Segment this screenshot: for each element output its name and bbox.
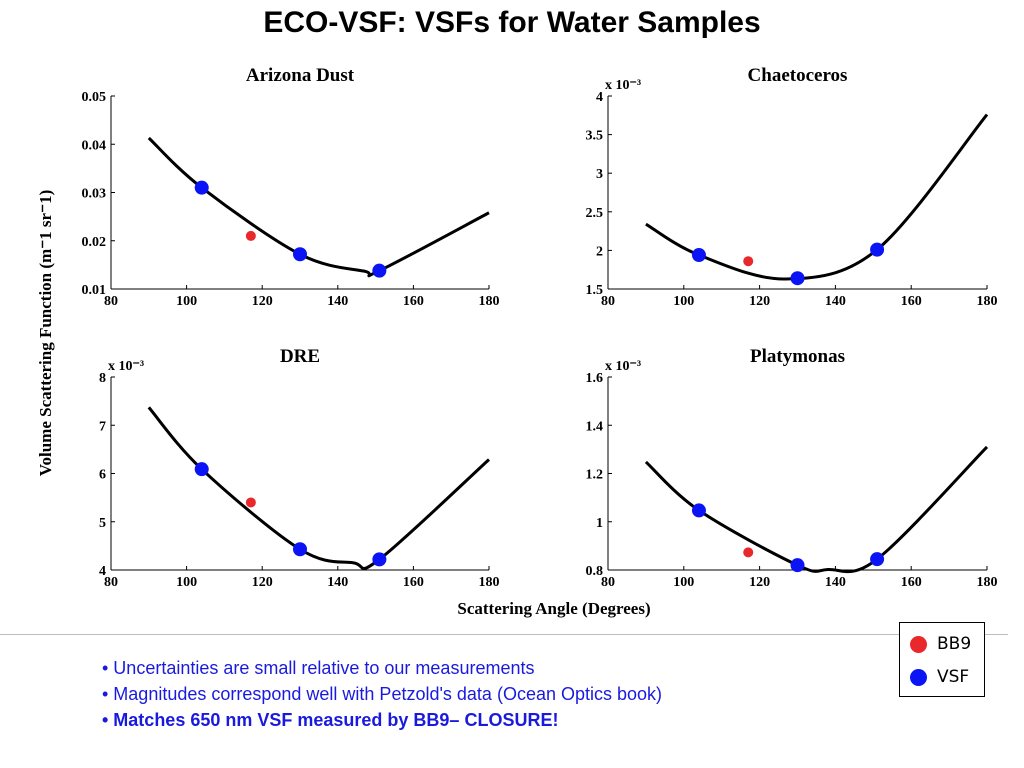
legend-label-vsf: VSF [937,667,970,687]
y-tick-label: 2.5 [586,206,604,221]
y-tick-label: 1.6 [586,371,604,386]
notes-list: • Uncertainties are small relative to ou… [102,655,662,733]
y-tick-label: 0.05 [82,90,107,105]
x-tick-label: 100 [673,294,694,309]
x-tick-label: 180 [479,575,500,590]
x-tick-label: 160 [901,575,922,590]
vsf-point [691,248,706,263]
panel-title: DRE [280,346,320,367]
x-tick-label: 100 [673,575,694,590]
x-tick-label: 100 [176,575,197,590]
axis-multiplier: x 10⁻³ [108,359,144,374]
x-tick-label: 80 [601,294,615,309]
x-axis-label: Scattering Angle (Degrees) [457,599,650,618]
chart-panel: Chaetoceros x 10⁻³ 80 100 120 140 160 180 1.5 2 2.… [586,65,998,309]
panel-title: Chaetoceros [748,65,848,86]
y-tick-label: 1 [596,516,603,531]
bb9-point [245,230,256,241]
bb9-point [743,256,754,267]
bb9-point [245,497,256,508]
chart-panel: Platymonas x 10⁻³ 80 100 120 140 160 180 0.8 1 1.2… [586,346,998,590]
vsf-point [372,263,387,278]
x-tick-label: 80 [601,575,615,590]
y-tick-label: 4 [596,90,603,105]
legend-label-bb9: BB9 [937,634,972,654]
y-tick-label: 1.2 [586,468,604,483]
legend-item-bb9: BB9 [910,632,971,656]
x-tick-label: 140 [327,575,348,590]
x-tick-label: 80 [104,294,118,309]
x-tick-label: 100 [176,294,197,309]
x-tick-label: 160 [901,294,922,309]
x-tick-label: 120 [252,575,273,590]
slide-title: ECO-VSF: VSFs for Water Samples [263,6,761,39]
x-tick-label: 180 [977,294,998,309]
legend: BB9 VSF [899,622,985,697]
vsf-point [194,180,209,195]
y-tick-label: 0.03 [82,187,107,202]
y-tick-label: 7 [99,419,106,434]
chart-panel: DRE x 10⁻³ 80 100 120 140 160 180 4 5 6 7 8 [99,346,500,590]
y-tick-label: 4 [99,564,106,579]
vsf-point [870,552,885,567]
y-axis-label: Volume Scattering Function (m⁻1 sr⁻1) [36,190,55,476]
vsf-point [870,242,885,257]
axis-multiplier: x 10⁻³ [605,78,641,93]
note-item: • Magnitudes correspond well with Petzol… [102,684,663,704]
x-tick-label: 80 [104,575,118,590]
x-tick-label: 140 [825,294,846,309]
axis-multiplier: x 10⁻³ [605,359,641,374]
panel-title: Platymonas [750,346,845,367]
x-tick-label: 160 [403,294,424,309]
vsf-point [293,247,307,262]
bb9-point [743,547,754,558]
fit-curve [147,406,491,570]
vsf-point [372,552,387,567]
x-tick-label: 180 [479,294,500,309]
vsf-point [790,558,805,573]
note-item-closure: • Matches 650 nm VSF measured by BB9– CL… [102,710,559,730]
vsf-marker-icon [910,668,927,686]
x-tick-label: 180 [977,575,998,590]
x-tick-label: 140 [825,575,846,590]
chart-panel: Arizona Dust 80 100 120 140 160 180 0.01 0.02 0.0… [82,65,500,309]
y-tick-label: 6 [99,468,106,483]
x-tick-label: 120 [749,575,770,590]
vsf-point [293,542,307,557]
fit-curve [147,136,490,278]
y-tick-label: 1.4 [586,419,604,434]
divider [0,634,1008,635]
y-tick-label: 3.5 [586,129,604,144]
x-tick-label: 120 [252,294,273,309]
y-tick-label: 1.5 [586,283,604,298]
panel-title: Arizona Dust [246,65,355,86]
vsf-point [691,503,706,518]
y-tick-label: 3 [596,167,603,182]
y-tick-label: 2 [596,244,603,259]
y-tick-label: 0.04 [82,138,107,153]
y-tick-label: 0.02 [82,235,107,250]
y-tick-label: 0.8 [586,564,604,579]
x-tick-label: 160 [403,575,424,590]
vsf-point [790,271,805,286]
x-tick-label: 120 [749,294,770,309]
bb9-marker-icon [910,635,927,653]
legend-item-vsf: VSF [910,665,969,689]
y-tick-label: 0.01 [82,283,107,298]
y-tick-label: 5 [99,516,106,531]
note-item: • Uncertainties are small relative to ou… [102,658,535,678]
vsf-point [194,462,209,477]
y-tick-label: 8 [99,371,106,386]
x-tick-label: 140 [327,294,348,309]
